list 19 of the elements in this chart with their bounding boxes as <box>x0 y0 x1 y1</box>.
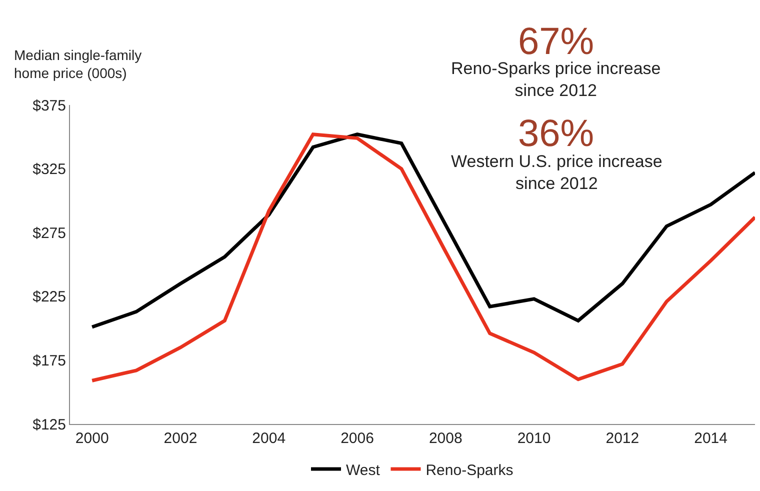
y-tick-label: $275 <box>32 224 66 242</box>
legend-label: Reno-Sparks <box>426 462 514 479</box>
y-axis-title: Median single-family home price (000s) <box>14 47 142 82</box>
y-tick-label: $375 <box>32 97 66 114</box>
x-tick-label: 2004 <box>252 430 286 447</box>
x-tick-label: 2002 <box>164 430 198 447</box>
y-tick-label: $225 <box>32 288 66 306</box>
annotation: Western U.S. price increase since 2012 <box>451 152 662 194</box>
x-tick-label: 2010 <box>517 430 551 447</box>
x-tick-label: 2000 <box>75 430 109 447</box>
y-tick-label: $325 <box>32 161 66 178</box>
x-tick-label: 2014 <box>694 430 728 447</box>
x-tick-label: 2006 <box>340 430 374 447</box>
legend-label: West <box>346 462 381 479</box>
x-tick-label: 2008 <box>428 430 462 447</box>
y-tick-label: $125 <box>32 416 66 434</box>
x-tick-label: 2012 <box>606 430 640 447</box>
annotation: 36% <box>518 113 594 155</box>
y-tick-label: $175 <box>32 352 66 370</box>
